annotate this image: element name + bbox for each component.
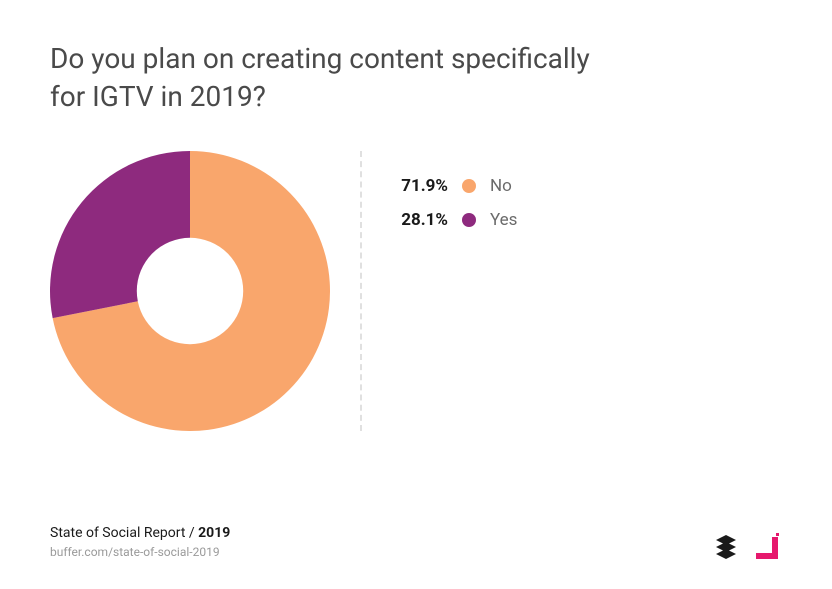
legend-row-no: 71.9% No <box>392 176 517 196</box>
footer-text: State of Social Report / 2019 buffer.com… <box>50 525 230 559</box>
footer: State of Social Report / 2019 buffer.com… <box>50 525 782 559</box>
footer-logos <box>714 533 782 559</box>
legend-dot-icon <box>462 213 476 227</box>
legend-label: Yes <box>490 210 517 230</box>
legend-dot-icon <box>462 179 476 193</box>
legend-row-yes: 28.1% Yes <box>392 210 517 230</box>
donut-hole <box>137 237 243 343</box>
legend: 71.9% No 28.1% Yes <box>392 151 517 244</box>
partner-logo-icon <box>756 533 782 559</box>
report-year: 2019 <box>198 525 230 541</box>
chart-area: 71.9% No 28.1% Yes <box>50 151 782 431</box>
legend-divider <box>360 151 362 431</box>
report-url: buffer.com/state-of-social-2019 <box>50 545 230 559</box>
donut-chart <box>50 151 330 431</box>
buffer-logo-icon <box>714 535 738 559</box>
legend-percent: 71.9% <box>392 176 448 196</box>
legend-label: No <box>490 176 512 196</box>
legend-percent: 28.1% <box>392 210 448 230</box>
chart-title: Do you plan on creating content specific… <box>50 40 590 116</box>
report-name: State of Social Report / <box>50 525 198 541</box>
